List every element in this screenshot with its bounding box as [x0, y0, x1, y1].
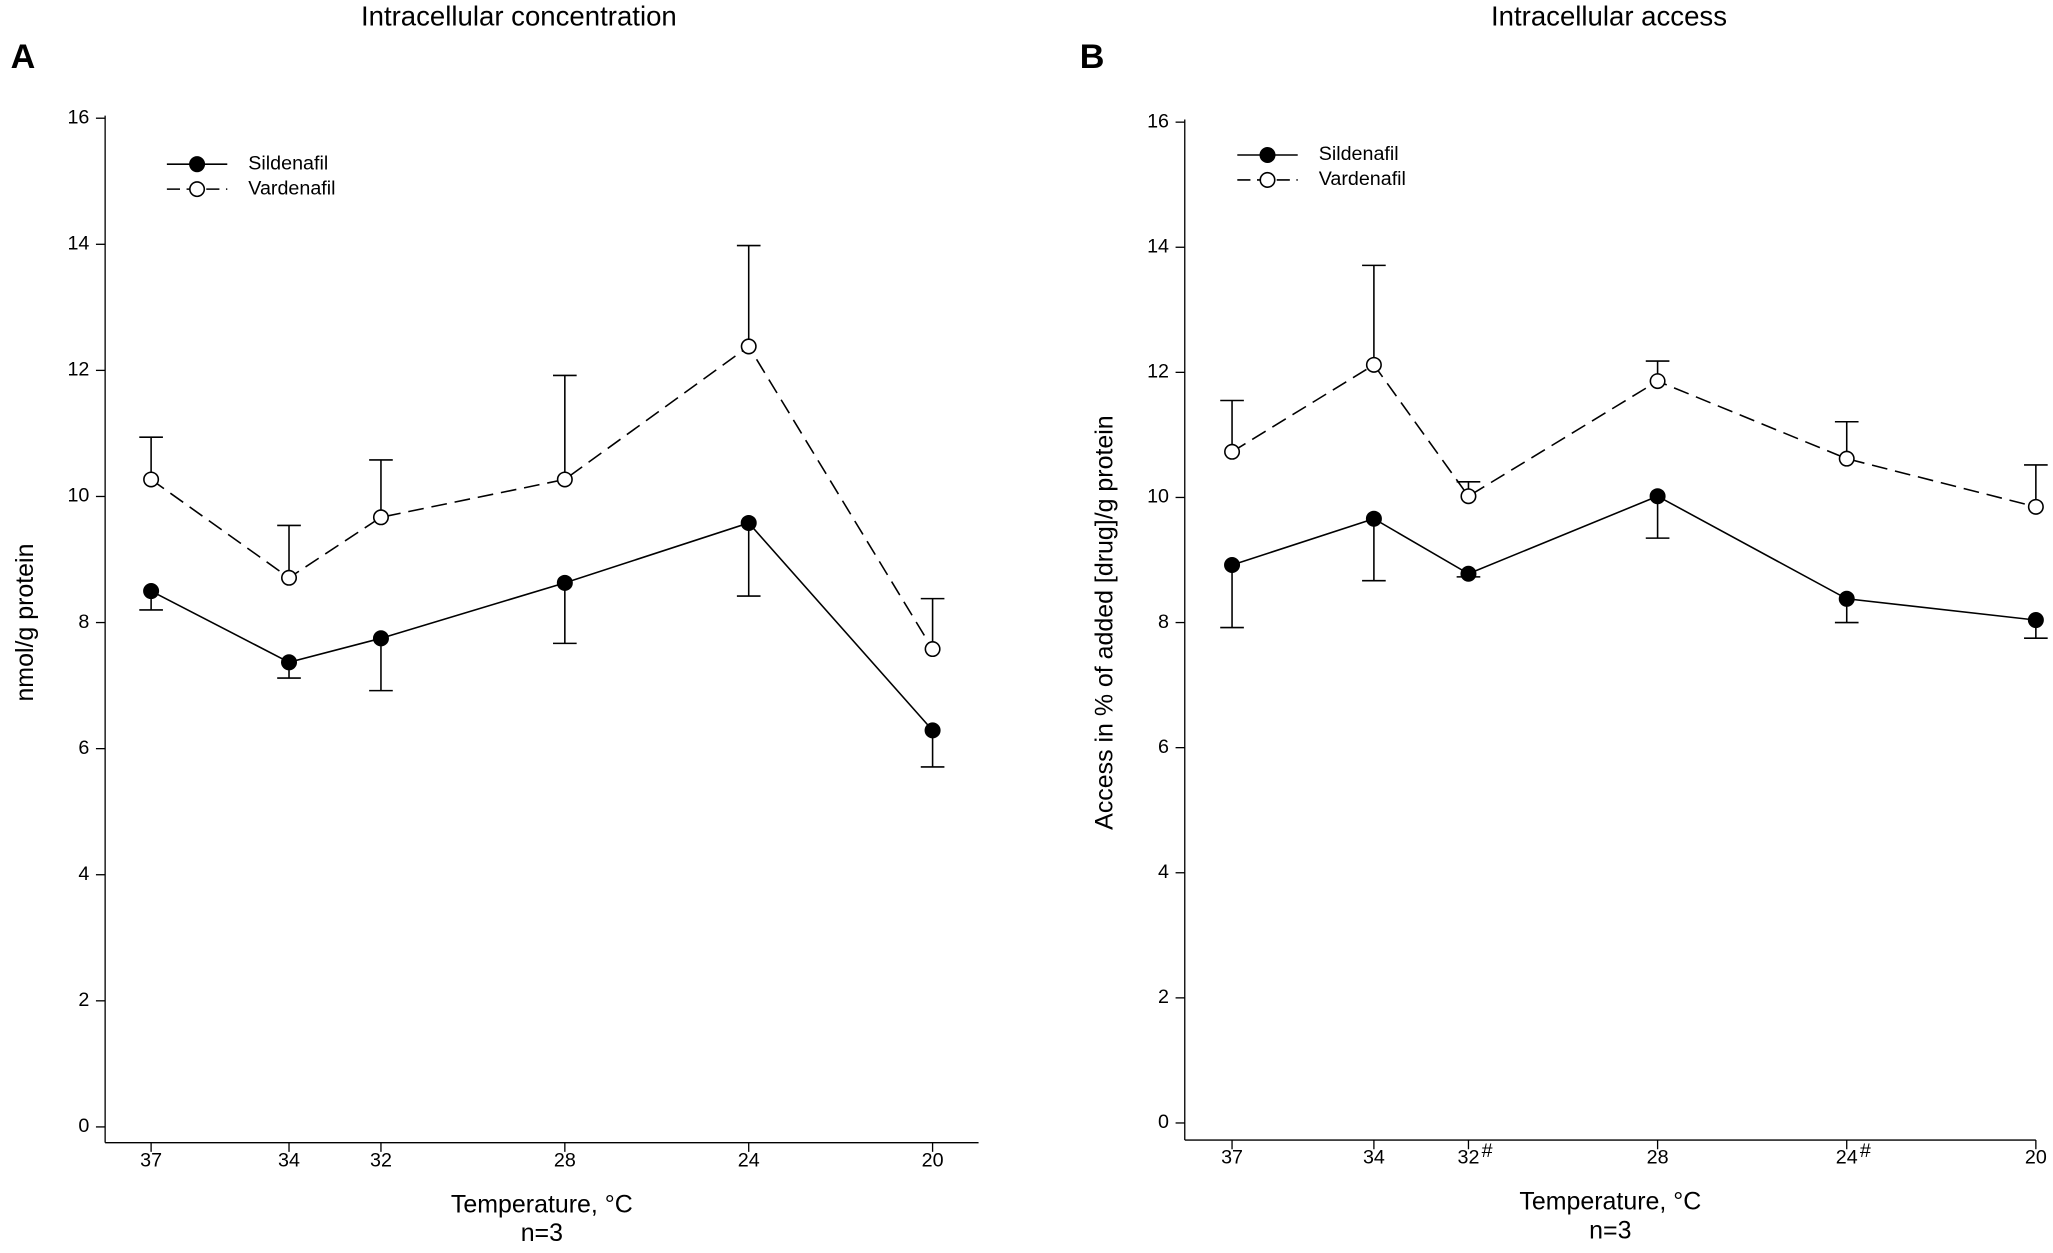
legend-marker [1259, 146, 1276, 163]
x-tick-label: 37 [1221, 1147, 1243, 1169]
x-tick-label: 37 [140, 1149, 162, 1171]
marker [372, 630, 389, 647]
marker [556, 574, 573, 591]
y-tick-label: 10 [1147, 486, 1169, 508]
marker [924, 722, 941, 739]
x-tick-label: 24 [1836, 1147, 1858, 1169]
y-axis-label: Access in % of added [drug]/g protein [1091, 415, 1119, 830]
marker [2027, 498, 2044, 515]
y-tick-label: 2 [78, 989, 89, 1011]
marker [1649, 488, 1666, 505]
x-tick-label: 32 [370, 1149, 392, 1171]
y-tick-label: 12 [1147, 361, 1169, 383]
y-tick-label: 0 [78, 1115, 89, 1137]
series-line [150, 345, 934, 650]
marker [740, 338, 757, 355]
y-tick-label: 12 [67, 359, 89, 381]
legend-label: Vardenafil [1319, 168, 1406, 190]
marker [281, 654, 298, 671]
y-tick-label: 8 [1158, 611, 1169, 633]
marker [1224, 557, 1241, 574]
y-tick-label: 14 [1147, 235, 1169, 257]
x-tick-label: 28 [1647, 1147, 1669, 1169]
y-tick-label: 6 [78, 737, 89, 759]
marker [281, 569, 298, 586]
marker [1365, 510, 1382, 527]
legend-label: Sildenafil [1319, 143, 1399, 165]
y-tick-label: 8 [78, 611, 89, 633]
annotation: # [1482, 1140, 1493, 1162]
y-tick-label: 6 [1158, 736, 1169, 758]
marker [372, 509, 389, 526]
x-tick-label: 20 [922, 1149, 944, 1171]
y-tick-label: 16 [1147, 110, 1169, 132]
series-line [1231, 495, 2036, 621]
legend-marker [1259, 171, 1276, 188]
y-tick-label: 2 [1158, 986, 1169, 1008]
marker [924, 641, 941, 658]
marker [1838, 590, 1855, 607]
panel-label: A [11, 38, 36, 76]
series-line [150, 522, 934, 731]
legend-label: Sildenafil [248, 152, 328, 174]
y-tick-label: 14 [67, 232, 89, 254]
y-axis-label: nmol/g protein [11, 544, 39, 702]
x-tick-label: 28 [554, 1149, 576, 1171]
marker [740, 514, 757, 531]
legend-marker [189, 156, 206, 173]
marker [1460, 488, 1477, 505]
panel-label: B [1080, 38, 1105, 76]
y-tick-label: 4 [1158, 861, 1169, 883]
y-tick-label: 4 [78, 863, 89, 885]
annotation: # [1860, 1140, 1871, 1162]
legend-label: Vardenafil [248, 177, 335, 199]
legend-marker [189, 181, 206, 198]
series-line [1231, 363, 2037, 508]
chart-title: Intracellular concentration [361, 1, 677, 32]
note: n=3 [521, 1219, 563, 1247]
marker [1365, 356, 1382, 373]
x-tick-label: 24 [738, 1149, 760, 1171]
marker [1224, 443, 1241, 460]
x-tick-label: 34 [278, 1149, 300, 1171]
x-axis-label: Temperature, °C [1519, 1188, 1701, 1216]
x-axis-label: Temperature, °C [451, 1190, 633, 1218]
marker [1460, 565, 1477, 582]
marker [556, 471, 573, 488]
y-tick-label: 0 [1158, 1111, 1169, 1133]
marker [143, 583, 160, 600]
y-tick-label: 10 [67, 485, 89, 507]
marker [143, 471, 160, 488]
x-tick-label: 20 [2025, 1147, 2047, 1169]
marker [1649, 373, 1666, 390]
y-tick-label: 16 [67, 106, 89, 128]
x-tick-label: 32 [1458, 1147, 1480, 1169]
chart-title: Intracellular access [1491, 1, 1727, 32]
marker [2027, 612, 2044, 629]
marker [1838, 450, 1855, 467]
note: n=3 [1589, 1217, 1631, 1245]
x-tick-label: 34 [1363, 1147, 1385, 1169]
